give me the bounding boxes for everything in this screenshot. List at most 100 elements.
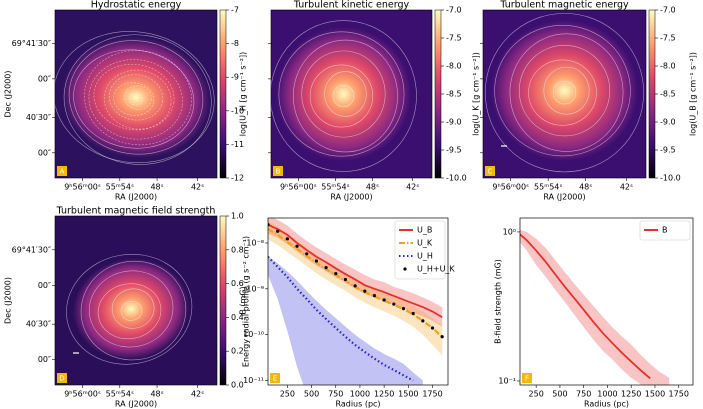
colorbar-label: B (mG) xyxy=(239,286,248,314)
contour xyxy=(332,84,355,108)
contour xyxy=(88,59,183,140)
emission xyxy=(275,26,412,162)
panel-label: E xyxy=(273,375,277,383)
contour xyxy=(68,40,204,155)
contour xyxy=(128,93,143,106)
legend-label: U_B xyxy=(417,226,432,235)
x-tick-label: 42ˢ xyxy=(191,390,204,399)
data-point xyxy=(305,252,309,256)
x-tick-label: 48ˢ xyxy=(366,183,379,192)
contour xyxy=(93,63,175,131)
x-tick-label: 1250 xyxy=(621,390,641,399)
x-tick-label: 500 xyxy=(552,390,567,399)
y-tick-label: 10⁻⁸ xyxy=(246,238,264,247)
y-axis-label: B-field strength (mG) xyxy=(494,259,503,344)
colorbar-tick-label: 0.8 xyxy=(231,245,244,254)
contour xyxy=(543,66,590,115)
contour xyxy=(494,25,631,157)
panel-label-box xyxy=(522,373,532,383)
x-tick-label: 1250 xyxy=(374,390,394,399)
frame xyxy=(267,217,449,386)
colorbar-tick-label: -7.0 xyxy=(660,6,676,15)
x-tick-label: 1500 xyxy=(645,390,665,399)
contour xyxy=(53,31,215,164)
contour xyxy=(108,74,164,121)
panel-title: Turbulent magnetic energy xyxy=(499,0,629,11)
x-tick-label: 750 xyxy=(576,390,591,399)
colorbar-tick-label: -12 xyxy=(231,174,244,183)
legend-label: U_H xyxy=(417,252,433,261)
contour xyxy=(518,45,611,137)
x-tick-label: 1500 xyxy=(398,390,418,399)
contour xyxy=(113,82,155,116)
data-point xyxy=(392,302,396,306)
frame xyxy=(54,9,218,179)
x-axis-label: RA (J2000) xyxy=(543,193,585,202)
contour xyxy=(270,20,417,172)
colorbar-tick-label: -7.5 xyxy=(660,34,676,43)
legend-label: U_K xyxy=(417,239,433,248)
plot-area xyxy=(268,218,444,385)
x-tick-label: 55ᵐ54ˢ xyxy=(106,390,134,399)
colorbar-tick-label: -8.5 xyxy=(660,90,676,99)
data-point xyxy=(353,284,357,288)
panel-label: D xyxy=(59,375,64,383)
x-tick-label: 9ʰ56ᵐ00ˢ xyxy=(64,390,101,399)
panel-label: C xyxy=(488,168,493,176)
series-line xyxy=(520,233,651,380)
colorbar-tick-label: -9.5 xyxy=(446,146,462,155)
colorbar-tick-label: -7.5 xyxy=(446,34,462,43)
panel-label-box xyxy=(270,373,280,383)
data-point xyxy=(268,223,270,227)
contour xyxy=(124,85,152,110)
colorbar-tick-label: -8.0 xyxy=(660,62,676,71)
panel-label-box xyxy=(485,166,495,176)
colorbar-tick-label: -8 xyxy=(231,39,239,48)
contour xyxy=(528,59,597,126)
y-tick-label: 10⁻¹⁰ xyxy=(243,330,264,339)
y-axis-label: Energy radial profile (g s⁻² cm⁻¹) xyxy=(242,236,251,367)
contour xyxy=(484,13,645,173)
x-tick-label: 9ʰ56ᵐ00ˢ xyxy=(492,183,529,192)
x-tick-label: 48ˢ xyxy=(150,390,163,399)
colorbar-tick-label: -8.5 xyxy=(446,90,462,99)
panel-label-box xyxy=(57,166,67,176)
x-tick-label: 48ˢ xyxy=(579,183,592,192)
x-tick-label: 250 xyxy=(280,390,295,399)
data-point xyxy=(382,298,386,302)
y-tick-label: 00″ xyxy=(38,148,51,157)
x-tick-label: 42ˢ xyxy=(406,183,419,192)
data-point xyxy=(314,259,318,263)
x-tick-label: 1000 xyxy=(350,390,370,399)
uncertainty-band xyxy=(268,218,443,327)
contour xyxy=(309,64,374,128)
colorbar-tick-label: -9.5 xyxy=(660,146,676,155)
colorbar xyxy=(648,9,656,179)
data-point xyxy=(334,271,338,276)
x-tick-label: 55ᵐ54ˢ xyxy=(534,183,562,192)
colorbar xyxy=(219,9,227,179)
panel-title: Hydrostatic energy xyxy=(91,0,182,11)
colorbar-label: log(U_B [g cm⁻¹ s⁻²]) xyxy=(689,52,698,136)
x-tick-label: 55ᵐ54ˢ xyxy=(321,183,349,192)
y-tick-label: 40′30″ xyxy=(26,113,51,122)
emission xyxy=(73,258,190,360)
contour xyxy=(278,31,405,157)
x-tick-label: 1000 xyxy=(597,390,617,399)
x-axis-label: Radius (pc) xyxy=(335,400,380,409)
uncertainty-band xyxy=(268,221,443,356)
y-tick-label: 00″ xyxy=(38,355,51,364)
legend-label: U_H+U_K xyxy=(417,265,455,274)
y-tick-label: 40′30″ xyxy=(26,320,51,329)
colorbar xyxy=(219,215,227,386)
contour xyxy=(66,253,193,365)
y-tick-label: 10⁻¹¹ xyxy=(243,376,264,385)
x-tick-label: 48ˢ xyxy=(150,183,163,192)
x-tick-label: 500 xyxy=(304,390,319,399)
colorbar-tick-label: 0.2 xyxy=(231,347,244,356)
series-line xyxy=(268,223,443,319)
colorbar-tick-label: -7 xyxy=(231,6,239,15)
colorbar-tick-label: -10.0 xyxy=(446,174,467,183)
contour xyxy=(120,301,143,321)
y-axis-label: Dec (J2000) xyxy=(4,277,13,324)
